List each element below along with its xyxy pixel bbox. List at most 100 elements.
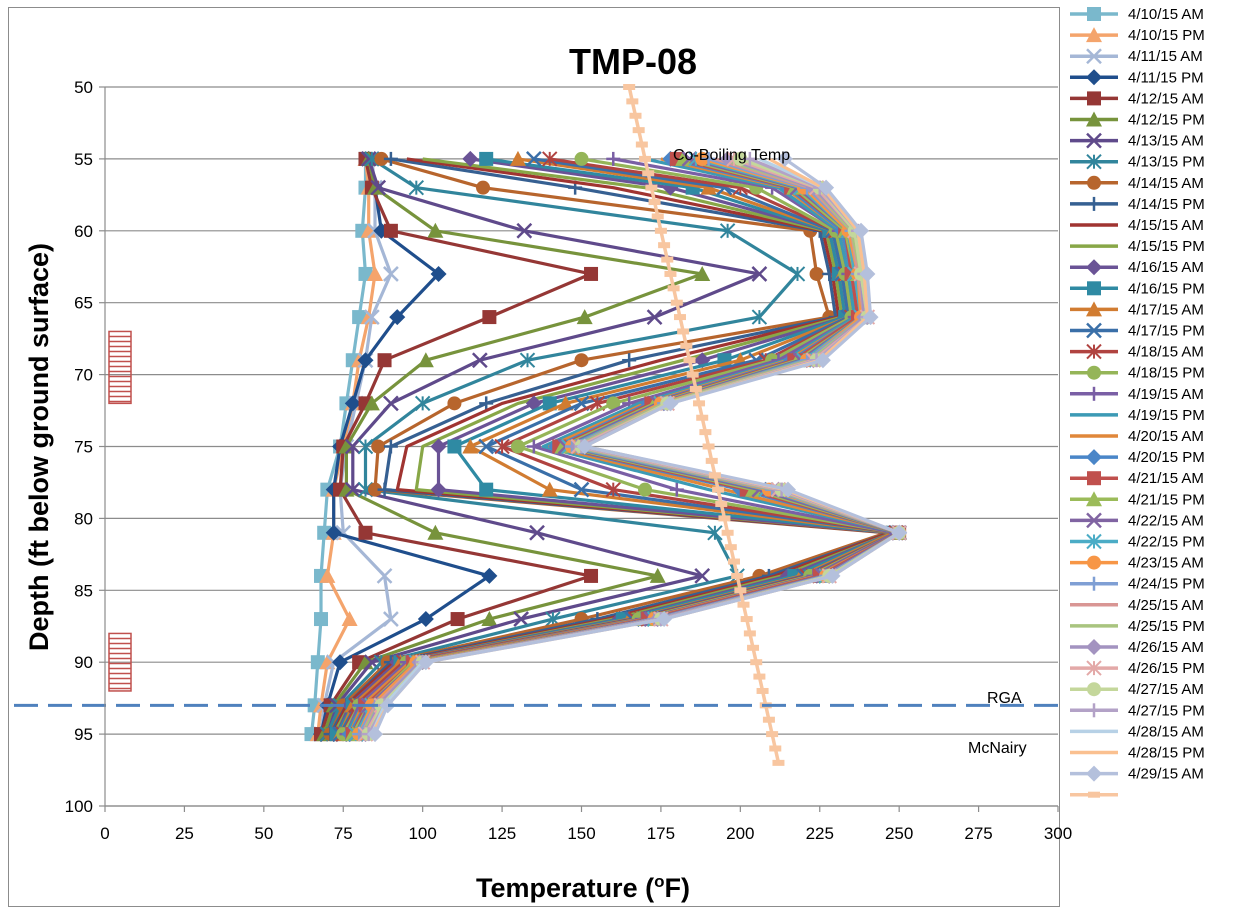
data-point [1086, 449, 1102, 466]
data-point [513, 611, 530, 627]
data-point [367, 179, 384, 195]
x-tick-label-150: 150 [567, 824, 595, 843]
legend-item-10: 4/15/15 AM [1070, 217, 1204, 234]
x-axis-title-main: Temperature ( [476, 873, 654, 903]
x-tick-label-0: 0 [100, 824, 109, 843]
data-point [733, 151, 748, 166]
rga-label: RGA [987, 690, 1022, 707]
boiling-point [661, 256, 674, 263]
data-point [574, 151, 589, 166]
data-point [357, 438, 374, 455]
data-point [430, 265, 447, 282]
legend-label: 4/16/15 AM [1128, 259, 1204, 276]
data-point [344, 395, 361, 412]
data-point [574, 353, 589, 368]
data-point [314, 612, 329, 627]
boiling-point [639, 155, 652, 162]
data-point [669, 482, 684, 497]
boiling-point [686, 371, 699, 378]
legend-label: 4/16/15 PM [1128, 280, 1205, 297]
data-point [471, 352, 488, 369]
data-point [1086, 660, 1102, 676]
data-point [516, 222, 533, 239]
data-point [818, 179, 835, 196]
boiling-point [721, 529, 734, 536]
legend-label: 4/29/15 AM [1128, 766, 1204, 783]
legend-item-28: 4/25/15 AM [1070, 597, 1204, 614]
data-point [557, 395, 574, 411]
data-point [542, 151, 558, 167]
legend-item-14: 4/17/15 AM [1070, 301, 1204, 318]
mcnairy-label: McNairy [968, 740, 1027, 757]
data-point [510, 439, 525, 454]
boiling-point [718, 515, 731, 522]
data-point [700, 179, 717, 195]
y-tick-label-100: 100 [65, 797, 93, 816]
legend-item-11: 4/15/15 PM [1070, 238, 1205, 255]
data-point [662, 395, 679, 412]
legend-label: 4/11/15 AM [1128, 48, 1203, 65]
data-point [694, 568, 711, 584]
series-36 [367, 150, 908, 743]
y-tick-label-55: 55 [74, 150, 93, 169]
legend-item-5: 4/12/15 PM [1070, 111, 1205, 129]
data-point [681, 151, 698, 167]
data-point [344, 438, 361, 455]
boiling-point [670, 299, 683, 306]
legend-item-8: 4/14/15 AM [1070, 175, 1204, 192]
boiling-point [699, 429, 712, 436]
data-point [573, 481, 590, 498]
boiling-point [696, 414, 709, 421]
boiling-point [715, 501, 728, 508]
boiling-point [632, 127, 645, 134]
data-point [529, 524, 545, 541]
legend-item-27: 4/24/15 PM [1070, 576, 1205, 593]
data-point [1086, 343, 1102, 360]
data-point [656, 611, 673, 628]
data-point [482, 310, 497, 325]
boiling-point [629, 112, 642, 119]
boiling-point [740, 616, 753, 623]
y-tick-label-75: 75 [74, 438, 93, 457]
data-point [525, 151, 542, 167]
data-point [862, 309, 879, 326]
legend-item-16: 4/18/15 AM [1070, 344, 1204, 361]
data-point [325, 524, 342, 541]
data-point [853, 222, 870, 239]
data-point [1087, 386, 1101, 401]
data-point [584, 266, 599, 281]
legend-label: 4/15/15 PM [1128, 238, 1205, 255]
legend-item-37 [1070, 791, 1118, 798]
legend-item-20: 4/20/15 AM [1070, 428, 1204, 445]
boiling-point [658, 242, 671, 249]
data-point [363, 395, 380, 411]
boiling-point [689, 385, 702, 392]
data-point [1086, 639, 1102, 655]
data-point [1087, 365, 1101, 380]
legend-item-7: 4/13/15 PM [1070, 154, 1205, 171]
boiling-point [756, 687, 769, 694]
data-point [605, 481, 621, 498]
x-tick-label-125: 125 [488, 824, 516, 843]
legend-item-12: 4/16/15 AM [1070, 259, 1204, 276]
legend-label: 4/23/15 AM [1128, 555, 1204, 572]
data-point [789, 266, 806, 282]
data-point [694, 265, 711, 281]
legend-item-32: 4/27/15 AM [1070, 681, 1204, 698]
data-point [408, 179, 425, 196]
boiling-point [724, 544, 737, 551]
boiling-point [635, 141, 648, 148]
legend-label: 4/14/15 PM [1128, 196, 1205, 213]
legend-label: 4/24/15 PM [1128, 576, 1205, 593]
legend-label: 4/19/15 PM [1128, 407, 1205, 424]
boiling-point [702, 443, 715, 450]
tick-labels: 50 55 60 65 70 75 80 85 90 95 100 0 25 50 75 100 125 150 1… [65, 78, 1073, 843]
boiling-point [708, 472, 721, 479]
data-point [478, 438, 495, 455]
data-point [481, 567, 498, 584]
data-point [344, 481, 361, 498]
boiling-point [747, 644, 760, 651]
x-tick-label-75: 75 [334, 824, 353, 843]
data-point [1087, 576, 1101, 591]
data-point [646, 309, 663, 325]
